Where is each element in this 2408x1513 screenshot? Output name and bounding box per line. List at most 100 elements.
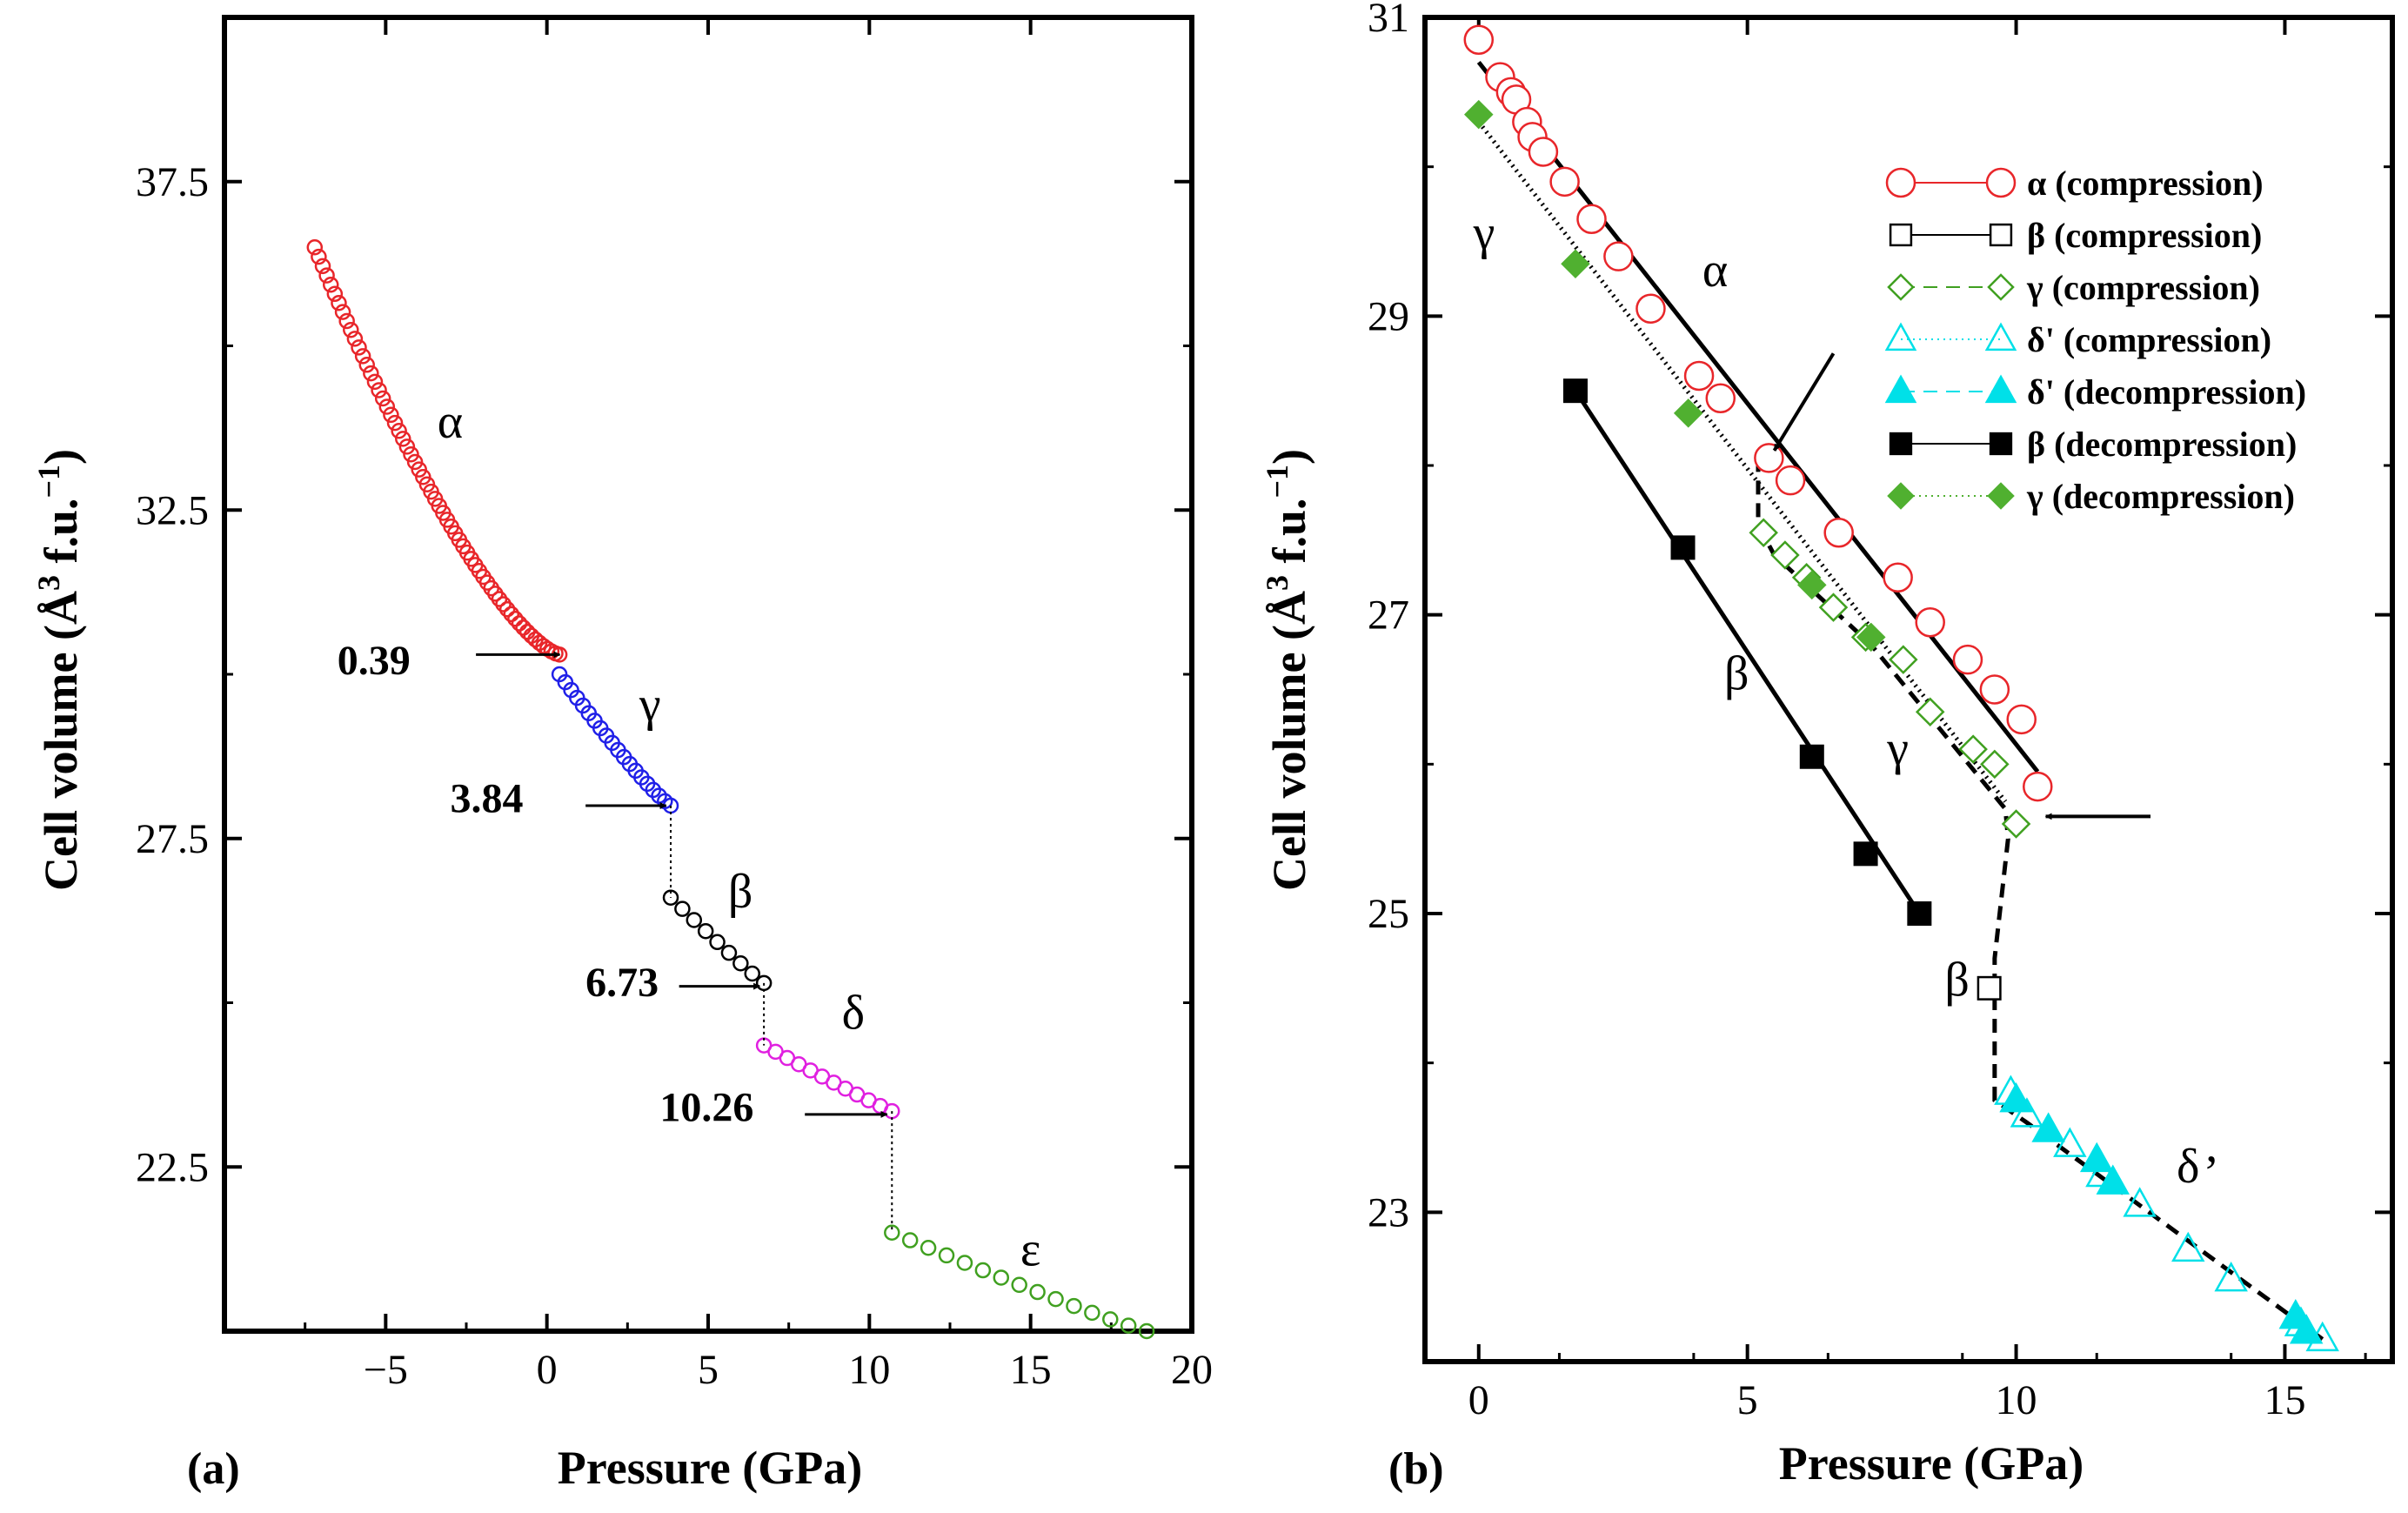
panel-a-marks xyxy=(306,239,1155,1340)
legend-marker xyxy=(1887,273,1915,301)
series-ε-point xyxy=(938,1247,955,1264)
phase-label-β: β xyxy=(728,865,753,919)
panel-b-x-tick-label: 15 xyxy=(2264,1377,2305,1423)
panel-b-x-title: Pressure (GPa) xyxy=(1779,1437,2084,1490)
series-α-point xyxy=(398,439,416,455)
legend-marker xyxy=(1889,432,1913,456)
legend-entry: δ' (decompression) xyxy=(2027,372,2306,412)
series-α-point xyxy=(515,619,532,636)
legend-marker xyxy=(1985,167,2017,198)
panel-a-labels: α γ β δ ε 0.39 3.84 6.73 10.26 xyxy=(338,395,1041,1276)
series-γ (compression)-point xyxy=(1770,540,1800,570)
legend-marker xyxy=(1984,374,2017,404)
series-α-point xyxy=(363,365,379,382)
series-α-point xyxy=(322,276,339,293)
series-δ' (compression)-point xyxy=(2010,1097,2044,1128)
series-α (compression)-point xyxy=(1463,24,1495,55)
panel-a-y-tick-label: 32.5 xyxy=(136,487,209,533)
series-ε-point xyxy=(1084,1304,1100,1322)
legend-entry: γ (compression) xyxy=(2026,268,2260,307)
series-α-point xyxy=(366,373,384,391)
panel-b-x-tick-label: 10 xyxy=(1996,1377,2037,1423)
panel-a: −5 0 5 10 15 20 22.5 27.5 32.5 37.5 α γ β δ ε 0.39 3.84… xyxy=(31,15,1213,1494)
series-β (compression)-point xyxy=(1977,975,2002,1001)
series-α (compression)-point xyxy=(2006,704,2037,735)
panel-b-labels: γ α β γ β δ, xyxy=(1473,206,2218,1194)
series-α (compression)-point xyxy=(1635,293,1666,324)
phase-label-δ: δ xyxy=(842,987,865,1041)
panel-b-x-tick-label: 5 xyxy=(1737,1377,1758,1423)
series-α (compression)-point xyxy=(1823,518,1854,548)
series-ε-point xyxy=(1138,1322,1155,1340)
series-ε-point xyxy=(993,1269,1010,1286)
series-α-point xyxy=(326,285,344,303)
legend-marker xyxy=(1884,374,1917,404)
panel-b-plot-area xyxy=(1422,15,2395,1364)
series-α-point xyxy=(383,406,399,424)
series-α (compression)-point xyxy=(1528,137,1559,167)
fit-line-β-fit xyxy=(1573,389,1922,915)
panel-b-y-tick-label: 29 xyxy=(1368,293,1409,339)
series-α (compression)-point xyxy=(1775,465,1806,496)
series-α-point xyxy=(338,312,355,330)
series-γ (compression)-point xyxy=(1915,697,1945,727)
series-ε-point xyxy=(1102,1311,1119,1328)
series-α (compression)-point xyxy=(1576,204,1607,234)
panel-b-y-tick-label: 27 xyxy=(1368,592,1409,639)
series-α-point xyxy=(306,239,324,256)
panel-a-x-tick-label: 0 xyxy=(537,1347,558,1393)
series-β-point xyxy=(709,934,726,951)
legend-entry: β (compression) xyxy=(2027,216,2262,255)
legend-entry: δ' (compression) xyxy=(2027,320,2271,359)
series-δ' (decompression)-point xyxy=(2079,1141,2114,1173)
panel-a-x-tick-label: 5 xyxy=(698,1347,719,1393)
series-α-point xyxy=(386,414,404,432)
series-α-point xyxy=(391,423,407,439)
series-β-point xyxy=(732,955,749,972)
series-α (compression)-point xyxy=(2023,771,2053,802)
series-γ (decompression)-point xyxy=(1464,99,1494,130)
panel-a-y-tick-label: 27.5 xyxy=(136,816,209,862)
series-γ (compression)-point xyxy=(1958,734,1988,764)
fit-line-transition-path xyxy=(1756,458,2324,1342)
series-β (decompression)-point xyxy=(1853,841,1878,867)
panel-b: 0 5 10 15 23 25 27 29 31 γ α β γ β δ, α (compression)… xyxy=(1260,0,2395,1494)
series-β-point xyxy=(674,900,691,917)
series-ε-point xyxy=(956,1255,973,1271)
legend-marker xyxy=(1887,482,1915,510)
series-γ (compression)-point xyxy=(1980,749,2010,780)
series-β-point xyxy=(744,965,760,982)
phase-label-α: α xyxy=(1702,244,1728,298)
series-α-point xyxy=(318,267,335,284)
series-δ' (compression)-point xyxy=(2123,1187,2157,1217)
panel-b-y-tick-label: 23 xyxy=(1368,1189,1409,1235)
phase-label-δ: δ xyxy=(2177,1140,2199,1194)
series-α-point xyxy=(378,398,396,415)
series-α-point xyxy=(403,445,419,463)
panel-a-y-tick-label: 37.5 xyxy=(136,159,209,205)
series-β-point xyxy=(686,912,703,928)
transition-pressure-label: 6.73 xyxy=(585,960,659,1006)
series-ε-point xyxy=(901,1232,919,1249)
series-β (decompression)-point xyxy=(1799,744,1824,769)
series-α-point xyxy=(343,321,359,338)
annotation-arrow xyxy=(1772,352,1836,452)
series-α-point xyxy=(358,357,375,373)
phase-label-ε: ε xyxy=(1020,1223,1041,1277)
series-α (compression)-point xyxy=(1705,383,1736,413)
series-α-point xyxy=(354,348,371,365)
series-ε-point xyxy=(1120,1317,1137,1334)
panel-a-x-tick-label: 20 xyxy=(1171,1347,1213,1393)
legend-marker xyxy=(1987,482,2015,510)
series-δ' (decompression)-point xyxy=(1999,1082,2033,1113)
transition-pressure-label: 10.26 xyxy=(659,1084,753,1130)
series-ε-point xyxy=(1047,1290,1064,1308)
phase-label-γ: γ xyxy=(1886,721,1909,775)
panel-b-x-tick-label: 0 xyxy=(1468,1377,1489,1423)
series-α (compression)-point xyxy=(1603,241,1634,271)
legend-marker xyxy=(1885,167,1916,198)
series-α (compression)-point xyxy=(1952,644,1983,675)
series-α-point xyxy=(507,610,524,627)
panel-a-x-title: Pressure (GPa) xyxy=(558,1442,862,1494)
